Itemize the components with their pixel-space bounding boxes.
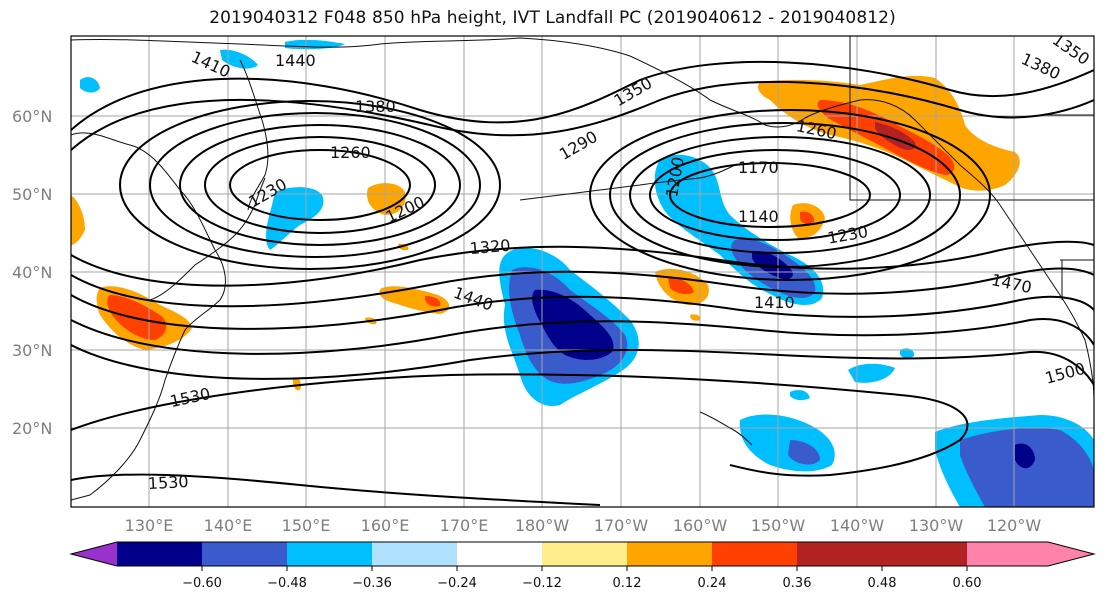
- graticule: [71, 36, 1094, 507]
- lon-label-130w: 130°W: [909, 516, 964, 535]
- lon-label-140e: 140°E: [204, 516, 253, 535]
- lon-label-170e: 170°E: [440, 516, 489, 535]
- lon-label-160w: 160°W: [673, 516, 728, 535]
- colorbar-segment: [202, 542, 287, 566]
- ivt-pos-spot4-red: [425, 296, 441, 307]
- lat-label-30n: 30°N: [12, 341, 52, 360]
- colorbar-segment: [117, 542, 202, 566]
- coast-aleutians: [519, 164, 736, 201]
- colorbar-segment: [627, 542, 712, 566]
- colorbar-segment: [712, 542, 797, 566]
- lon-label-150w: 150°W: [751, 516, 806, 535]
- colorbar-tick-label: −0.60: [182, 576, 222, 591]
- map-border: [70, 35, 1095, 508]
- ivt-pos-west-edge: [71, 195, 85, 245]
- map-title: 2019040312 F048 850 hPa height, IVT Land…: [209, 8, 896, 28]
- ivt-pos-tiny4: [292, 377, 301, 391]
- colorbar-tick-label: −0.36: [352, 576, 392, 591]
- coast-japan: [149, 177, 266, 301]
- contour-label-1440-n: 1440: [275, 51, 316, 70]
- contour-label-1140: 1140: [738, 207, 779, 226]
- coast-kamchatka: [239, 59, 269, 211]
- colorbar: −0.60 −0.48 −0.36 −0.24 −0.12 0.12 0.24 …: [69, 541, 1096, 591]
- coast-hawaii: [699, 411, 753, 446]
- ivt-neg-hawaii-mid: [788, 440, 820, 465]
- longitude-labels: 130°E 140°E 150°E 160°E 170°E 180°W 170°…: [125, 516, 1042, 535]
- colorbar-outline: [69, 541, 1096, 567]
- ivt-pos-spot3-red: [668, 277, 694, 295]
- ivt-pos-spot4: [379, 286, 450, 314]
- colorbar-tick-label: 0.12: [613, 576, 642, 591]
- lon-label-140w: 140°W: [830, 516, 885, 535]
- colorbar-tick-label: 0.48: [868, 576, 897, 591]
- lon-label-130e: 130°E: [125, 516, 174, 535]
- ivt-pos-spot2-red: [800, 211, 815, 225]
- ivt-neg-small-lb3: [900, 348, 915, 359]
- colorbar-segment: [457, 542, 542, 566]
- lat-label-60n: 60°N: [12, 107, 52, 126]
- colorbar-tick-label: 0.36: [783, 576, 812, 591]
- contour-label-1380-w: 1380: [355, 97, 396, 116]
- contour-label-1410-e: 1410: [754, 293, 795, 312]
- ivt-neg-central-deep: [532, 289, 614, 360]
- contour-label-1170: 1170: [738, 158, 779, 177]
- coast-asia: [71, 132, 226, 501]
- ivt-neg-small-lb: [848, 363, 895, 383]
- lon-label-170w: 170°W: [594, 516, 649, 535]
- ivt-neg-topleft-cyan3: [80, 77, 100, 93]
- lon-label-150e: 150°E: [282, 516, 331, 535]
- latitude-labels: 60°N 50°N 40°N 30°N 20°N: [12, 107, 52, 438]
- contour-label-1530-sw: 1530: [147, 472, 189, 493]
- lon-label-160e: 160°E: [361, 516, 410, 535]
- contour-label-1260-w: 1260: [330, 143, 371, 162]
- colorbar-segment: [542, 542, 627, 566]
- colorbar-extend-right: [967, 542, 1094, 566]
- colorbar-ticks: [201, 566, 968, 571]
- lat-label-20n: 20°N: [12, 419, 52, 438]
- lat-label-40n: 40°N: [12, 263, 52, 282]
- colorbar-extend-left: [71, 542, 117, 566]
- ivt-neg-se-deep: [1015, 443, 1035, 469]
- ivt-pos-tiny1: [690, 314, 701, 321]
- ivt-pos-japan-red: [107, 295, 167, 340]
- ivt-neg-topleft-cyan2: [220, 49, 258, 69]
- colorbar-tick-label: −0.24: [437, 576, 477, 591]
- lat-label-50n: 50°N: [12, 185, 52, 204]
- contour-label-1320: 1320: [469, 236, 511, 258]
- lon-label-180w: 180°W: [515, 516, 570, 535]
- ivt-neg-small-lb2: [790, 390, 810, 401]
- colorbar-tick-label: −0.12: [522, 576, 562, 591]
- ivt-pos-spot1: [366, 183, 406, 215]
- lon-label-120w: 120°W: [987, 516, 1042, 535]
- colorbar-segment: [287, 542, 372, 566]
- colorbar-segment: [882, 542, 967, 566]
- height-contours: [71, 60, 1094, 506]
- colorbar-segment: [372, 542, 457, 566]
- colorbar-tick-label: −0.48: [267, 576, 307, 591]
- colorbar-tick-label: 0.24: [698, 576, 727, 591]
- coast-siberia: [71, 37, 631, 57]
- ivt-shading: [71, 39, 1094, 507]
- coast-na-borders: [849, 36, 1094, 300]
- colorbar-tick-label: 0.60: [953, 576, 982, 591]
- colorbar-segment: [797, 542, 882, 566]
